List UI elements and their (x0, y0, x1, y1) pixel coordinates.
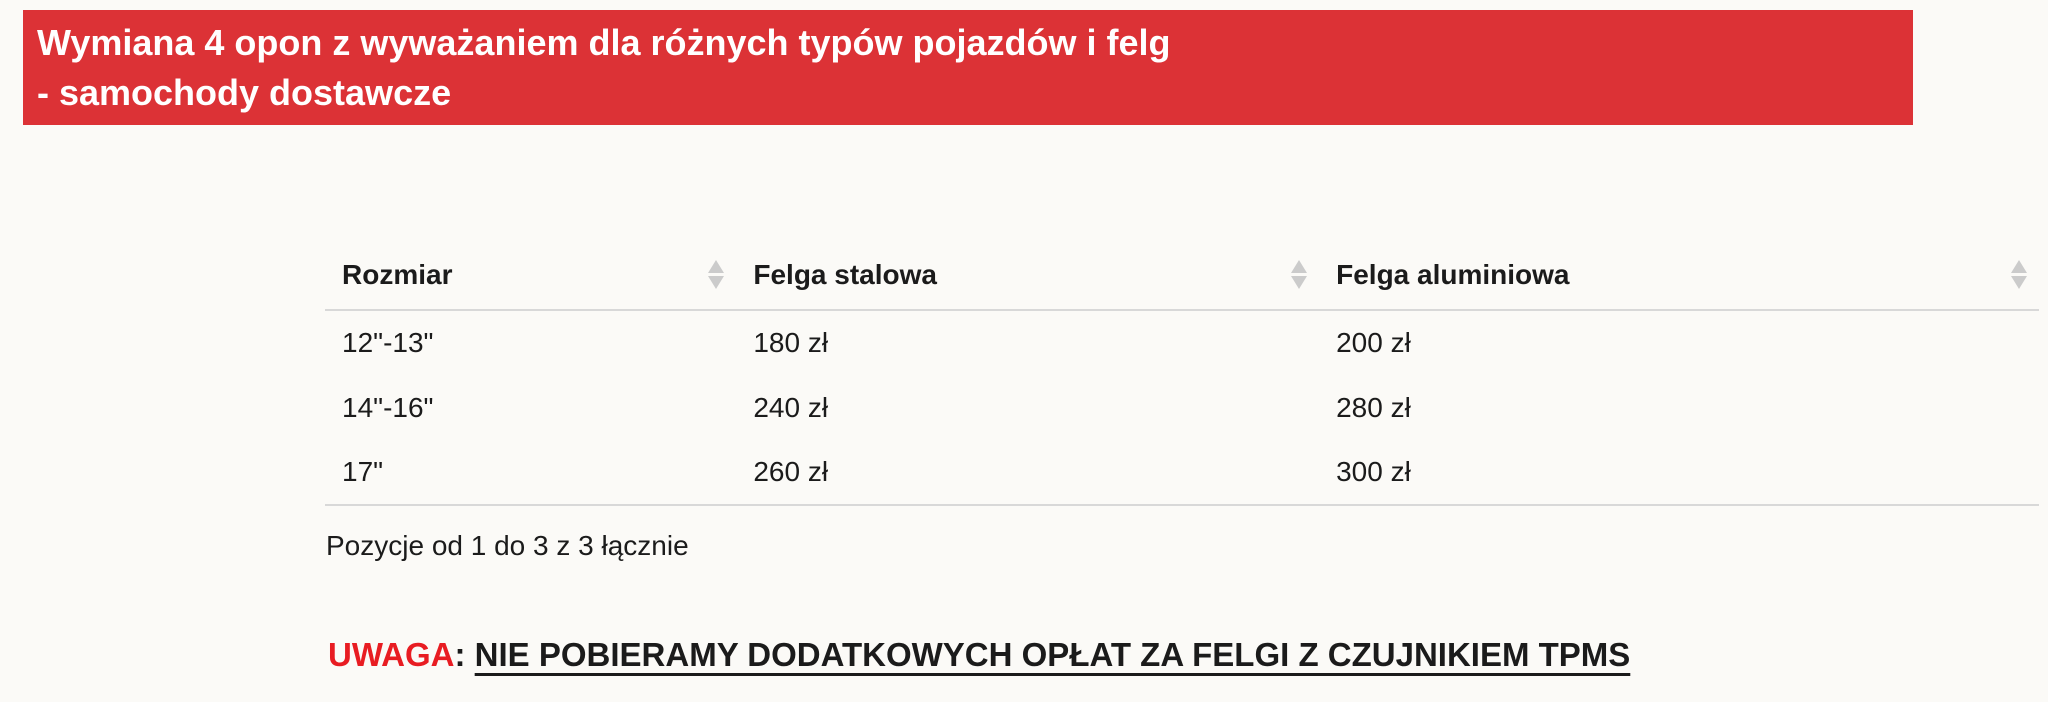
tpms-note-separator: : (454, 636, 475, 673)
sort-both-arrows-icon (708, 259, 725, 290)
column-header-label: Rozmiar (342, 258, 453, 290)
page-title-line1: Wymiana 4 opon z wyważaniem dla różnych … (37, 22, 1171, 63)
column-header-rozmiar[interactable]: Rozmiar (325, 240, 737, 311)
column-header-label: Felga stalowa (753, 258, 937, 290)
column-header-label: Felga aluminiowa (1336, 258, 1570, 290)
column-header-felga-stalowa[interactable]: Felga stalowa (736, 240, 1320, 311)
cell-felga-aluminiowa: 200 zł (1336, 327, 1411, 358)
table-row: 14"-16" 240 zł 280 zł (325, 375, 2039, 440)
price-table-container: Rozmiar Felga stalowa Felga aluminiowa 1… (325, 240, 2039, 506)
cell-rozmiar: 17" (325, 440, 737, 506)
cell-felga-aluminiowa: 280 zł (1336, 391, 1411, 423)
cell-rozmiar: 12"-13" (342, 327, 434, 358)
tpms-note-text: NIE POBIERAMY DODATKOWYCH OPŁAT ZA FELGI… (474, 636, 1631, 673)
sort-both-arrows-icon (2011, 259, 2027, 290)
table-row: 12"-13" 180 zł 200 zł (325, 310, 2039, 375)
cell-felga-stalowa: 180 zł (753, 327, 829, 358)
table-row: 17" 260 zł 300 zł (325, 440, 2039, 506)
page-title: Wymiana 4 opon z wyważaniem dla różnych … (37, 18, 1893, 118)
price-table: Rozmiar Felga stalowa Felga aluminiowa 1… (325, 240, 2039, 506)
cell-rozmiar: 14"-16" (342, 391, 434, 423)
tpms-note: UWAGA: NIE POBIERAMY DODATKOWYCH OPŁAT Z… (328, 636, 1630, 674)
page-title-line2: - samochody dostawcze (37, 72, 452, 113)
table-header-row: Rozmiar Felga stalowa Felga aluminiowa (325, 240, 2039, 311)
tpms-note-label: UWAGA (328, 636, 455, 673)
section-header-banner: Wymiana 4 opon z wyważaniem dla różnych … (23, 10, 1913, 125)
cell-felga-stalowa: 260 zł (736, 440, 1320, 506)
cell-felga-stalowa: 240 zł (753, 391, 829, 423)
cell-felga-aluminiowa: 300 zł (1319, 440, 2039, 506)
column-header-felga-aluminiowa[interactable]: Felga aluminiowa (1319, 240, 2039, 311)
sort-both-arrows-icon (1291, 259, 1308, 290)
table-records-summary: Pozycje od 1 do 3 z 3 łącznie (326, 530, 689, 561)
